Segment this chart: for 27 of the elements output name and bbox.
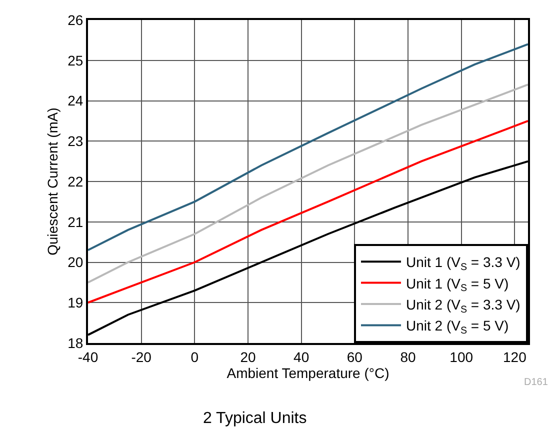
y-tick-label: 25 (68, 52, 84, 68)
x-tick-label: 0 (190, 348, 199, 365)
legend-label: Unit 2 (V$_{S}$ = 5 V) (406, 318, 509, 337)
legend-label: Unit 1 (V$_{S}$ = 3.3 V) (406, 254, 520, 273)
legend-label: Unit 1 (V$_{S}$ = 5 V) (406, 275, 509, 294)
y-tick-label: 21 (68, 214, 84, 230)
x-tick-label: -20 (131, 348, 152, 365)
y-tick-label: 23 (68, 133, 84, 150)
y-tick-label: 26 (68, 12, 84, 28)
line-series (88, 43, 528, 252)
y-tick-label: 19 (68, 294, 84, 311)
x-tick-label: -40 (78, 348, 98, 365)
y-tick-label: 24 (68, 92, 84, 109)
x-tick-label: 60 (346, 348, 363, 365)
y-tick-label: 20 (68, 254, 84, 270)
x-axis-title: Ambient Temperature (°C) (226, 364, 390, 381)
legend-label: Unit 2 (V$_{S}$ = 3.3 V) (406, 296, 520, 316)
x-tick-label: 40 (294, 348, 310, 365)
x-tick-label: 20 (240, 348, 256, 365)
x-tick-label: 100 (450, 348, 474, 365)
text: 2 Typical Units (203, 410, 307, 427)
text: D161 (524, 377, 548, 388)
y-tick-label: 18 (68, 334, 84, 351)
x-tick-label: 80 (400, 348, 416, 365)
x-tick-label: 120 (502, 348, 527, 365)
y-tick-label: 22 (68, 173, 84, 190)
y-axis-title: Quiescent Current (mA) (44, 108, 61, 256)
